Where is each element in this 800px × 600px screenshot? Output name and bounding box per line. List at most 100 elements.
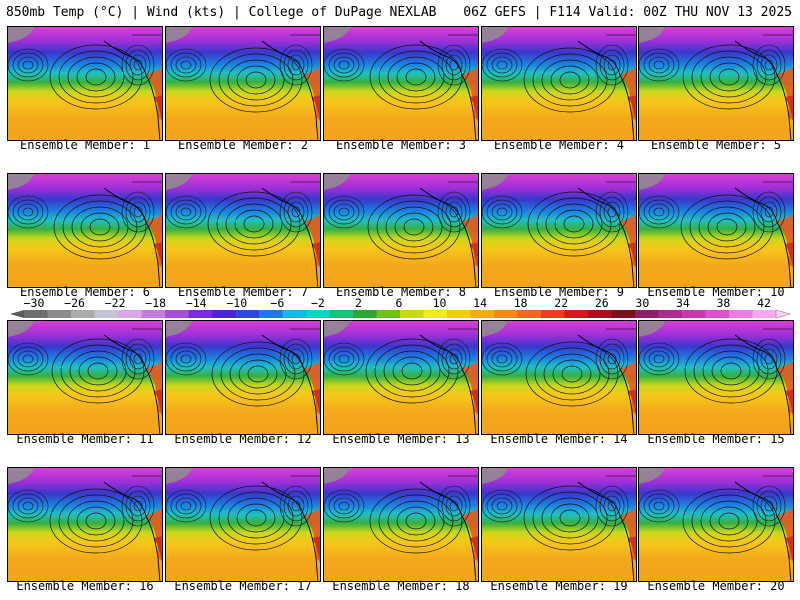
temperature-colorbar: −30 −26 −22 −18 −14 −10 −6 −2 2 6 10 14 18 22 26 30 34 38… — [0, 296, 800, 320]
colorbar-segment — [24, 310, 48, 318]
ensemble-member-label: Ensemble Member: 19 — [490, 579, 628, 593]
temperature-map — [7, 26, 163, 141]
temperature-map — [481, 173, 637, 288]
ensemble-panel: Ensemble Member: 7 — [165, 173, 321, 306]
ensemble-member-label: Ensemble Member: 9 — [493, 285, 625, 299]
map-title: 850mb Temp (°C) | Wind (kts) | College o… — [6, 5, 437, 20]
colorbar-segment — [329, 310, 354, 318]
colorbar-segment — [71, 310, 95, 318]
colorbar-tick-label: 18 — [513, 296, 528, 310]
ensemble-member-label: Ensemble Member: 15 — [647, 432, 785, 446]
colorbar-segment — [611, 310, 636, 318]
colorbar-segment — [658, 310, 683, 318]
ensemble-panel: Ensemble Member: 17 — [165, 467, 321, 600]
colorbar-tick-label: −10 — [226, 296, 248, 310]
ensemble-member-label: Ensemble Member: 8 — [335, 285, 467, 299]
ensemble-panel: Ensemble Member: 6 — [7, 173, 163, 306]
colorbar-segment — [235, 310, 260, 318]
colorbar-tick-label: −2 — [310, 296, 325, 310]
ensemble-panel: Ensemble Member: 10 — [638, 173, 794, 306]
ensemble-member-label: Ensemble Member: 1 — [19, 138, 151, 152]
temperature-map — [481, 320, 637, 435]
colorbar-tick-label: 10 — [432, 296, 447, 310]
header-bar: 850mb Temp (°C) | Wind (kts) | College o… — [0, 0, 800, 24]
temperature-map — [165, 320, 321, 435]
colorbar-segment — [729, 310, 753, 318]
colorbar-segment — [541, 310, 565, 318]
colorbar-segment — [705, 310, 730, 318]
temperature-map — [7, 173, 163, 288]
ensemble-panel: Ensemble Member: 16 — [7, 467, 163, 600]
temperature-map — [7, 467, 163, 582]
colorbar-segment — [47, 310, 72, 318]
ensemble-panel: Ensemble Member: 13 — [323, 320, 479, 453]
colorbar-segment — [494, 310, 518, 318]
ensemble-member-label: Ensemble Member: 5 — [650, 138, 782, 152]
ensemble-member-label: Ensemble Member: 13 — [332, 432, 470, 446]
colorbar-tick-label: 2 — [354, 296, 362, 310]
temperature-map — [7, 320, 163, 435]
colorbar-segment — [447, 310, 471, 318]
temperature-map — [323, 173, 479, 288]
colorbar-left-arrow — [10, 310, 24, 318]
colorbar-segment — [141, 310, 166, 318]
colorbar-graphic — [10, 309, 791, 319]
ensemble-panel: Ensemble Member: 14 — [481, 320, 637, 453]
colorbar-segment — [470, 310, 495, 318]
ensemble-panel: Ensemble Member: 12 — [165, 320, 321, 453]
colorbar-segment — [188, 310, 213, 318]
colorbar-tick-label: 30 — [635, 296, 650, 310]
colorbar-tick-label: 38 — [716, 296, 731, 310]
colorbar-tick-label: −26 — [64, 296, 85, 310]
ensemble-member-label: Ensemble Member: 11 — [16, 432, 154, 446]
colorbar-tick-label: 42 — [757, 296, 771, 310]
ensemble-panel: Ensemble Member: 2 — [165, 26, 321, 159]
ensemble-panel: Ensemble Member: 19 — [481, 467, 637, 600]
colorbar-tick-label: −30 — [23, 296, 45, 310]
ensemble-member-label: Ensemble Member: 12 — [174, 432, 312, 446]
ensemble-panel: Ensemble Member: 3 — [323, 26, 479, 159]
colorbar-segment — [400, 310, 424, 318]
ensemble-panel: Ensemble Member: 5 — [638, 26, 794, 159]
ensemble-member-label: Ensemble Member: 4 — [493, 138, 625, 152]
temperature-map — [323, 26, 479, 141]
ensemble-member-label: Ensemble Member: 16 — [16, 579, 154, 593]
colorbar-segment — [588, 310, 612, 318]
colorbar-segment — [353, 310, 377, 318]
colorbar-right-arrow — [775, 309, 791, 319]
ensemble-panel: Ensemble Member: 20 — [638, 467, 794, 600]
temperature-map — [638, 173, 794, 288]
run-valid-time: 06Z GEFS | F114 Valid: 00Z THU NOV 13 20… — [463, 5, 792, 20]
colorbar-segment — [376, 310, 401, 318]
temperature-map — [638, 320, 794, 435]
colorbar-segment — [306, 310, 330, 318]
ensemble-panel: Ensemble Member: 8 — [323, 173, 479, 306]
temperature-map — [165, 173, 321, 288]
colorbar-tick-label: −22 — [104, 296, 126, 310]
ensemble-member-label: Ensemble Member: 20 — [647, 579, 785, 593]
ensemble-member-label: Ensemble Member: 17 — [174, 579, 312, 593]
colorbar-segment — [212, 310, 236, 318]
colorbar-tick-label: 34 — [675, 296, 690, 310]
colorbar-segment — [94, 310, 119, 318]
ensemble-panel: Ensemble Member: 11 — [7, 320, 163, 453]
colorbar-segment — [752, 310, 777, 318]
colorbar-tick-label: 22 — [554, 296, 569, 310]
colorbar-tick-label: −6 — [270, 296, 285, 310]
colorbar-tick-label: −18 — [145, 296, 167, 310]
ensemble-member-label: Ensemble Member: 2 — [177, 138, 309, 152]
ensemble-panel: Ensemble Member: 1 — [7, 26, 163, 159]
colorbar-segment — [423, 310, 448, 318]
colorbar-tick-label: 14 — [473, 296, 488, 310]
temperature-map — [165, 467, 321, 582]
ensemble-member-label: Ensemble Member: 14 — [490, 432, 628, 446]
colorbar-tick-label: 6 — [395, 296, 403, 310]
colorbar-tick-label: 26 — [594, 296, 609, 310]
colorbar-segment — [635, 310, 659, 318]
temperature-map — [481, 467, 637, 582]
temperature-map — [323, 467, 479, 582]
ensemble-panel: Ensemble Member: 18 — [323, 467, 479, 600]
colorbar-segment — [165, 310, 189, 318]
ensemble-panel: Ensemble Member: 15 — [638, 320, 794, 453]
temperature-map — [481, 26, 637, 141]
